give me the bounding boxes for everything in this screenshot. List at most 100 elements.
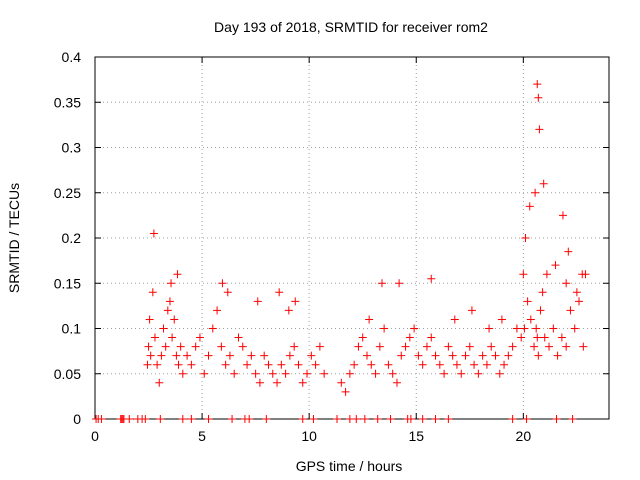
data-point — [450, 315, 459, 324]
x-tick-label: 0 — [91, 428, 99, 444]
data-point — [508, 415, 517, 423]
data-point — [557, 333, 566, 342]
data-point — [277, 360, 286, 369]
data-point — [435, 360, 444, 369]
data-point — [562, 279, 571, 288]
data-point — [285, 351, 294, 360]
data-point — [534, 351, 543, 360]
data-point — [260, 351, 269, 360]
data-point — [384, 360, 393, 369]
data-point — [533, 80, 542, 89]
data-point — [178, 369, 187, 378]
data-point — [532, 324, 541, 333]
data-point — [373, 415, 382, 423]
data-point — [146, 351, 155, 360]
data-point — [281, 369, 290, 378]
x-tick-label: 15 — [408, 428, 424, 444]
data-point — [392, 378, 401, 387]
y-tick-label: 0.15 — [54, 275, 81, 291]
data-point — [380, 324, 389, 333]
data-point — [495, 369, 504, 378]
data-point — [581, 270, 590, 279]
data-point — [530, 342, 539, 351]
data-point — [247, 351, 256, 360]
data-point — [303, 369, 312, 378]
data-point — [431, 351, 440, 360]
data-point — [159, 324, 168, 333]
data-point — [264, 360, 273, 369]
data-point — [294, 360, 303, 369]
data-point — [405, 333, 414, 342]
data-point — [238, 342, 247, 351]
data-point — [522, 415, 531, 423]
data-point — [427, 333, 436, 342]
y-tick-label: 0.2 — [62, 230, 82, 246]
y-tick-label: 0 — [73, 411, 81, 427]
data-point — [448, 351, 457, 360]
data-point — [539, 179, 548, 188]
data-point — [418, 360, 427, 369]
data-point — [427, 274, 436, 283]
data-point — [536, 306, 545, 315]
data-point — [570, 324, 579, 333]
data-point — [262, 415, 271, 423]
data-point — [315, 342, 324, 351]
data-point — [562, 342, 571, 351]
data-point — [291, 297, 300, 306]
data-point — [418, 415, 427, 423]
data-point — [234, 333, 243, 342]
data-point — [431, 415, 440, 423]
data-point — [273, 378, 282, 387]
data-point — [465, 342, 474, 351]
data-point — [311, 360, 320, 369]
y-tick-label: 0.05 — [54, 366, 81, 382]
data-point — [395, 279, 404, 288]
data-point — [579, 342, 588, 351]
data-point — [485, 324, 494, 333]
data-point — [170, 315, 179, 324]
data-point — [268, 369, 277, 378]
data-point — [487, 342, 496, 351]
data-point — [157, 351, 166, 360]
data-point — [217, 342, 226, 351]
data-point — [538, 288, 547, 297]
data-point — [540, 333, 549, 342]
data-point — [406, 415, 415, 423]
data-point — [508, 342, 517, 351]
data-point — [156, 415, 165, 423]
data-point — [320, 369, 329, 378]
data-point — [144, 342, 153, 351]
data-point — [388, 369, 397, 378]
data-point — [517, 333, 526, 342]
data-point — [200, 369, 209, 378]
data-point — [474, 369, 483, 378]
data-point — [482, 360, 491, 369]
data-point — [163, 306, 172, 315]
data-point — [223, 288, 232, 297]
data-point — [534, 93, 543, 102]
data-point — [367, 360, 376, 369]
data-point — [525, 202, 534, 211]
x-axis-label: GPS time / hours — [296, 458, 403, 474]
data-point — [150, 333, 159, 342]
data-point — [218, 279, 227, 288]
data-point — [467, 306, 476, 315]
data-point — [531, 188, 540, 197]
data-point — [221, 360, 230, 369]
data-point — [564, 247, 573, 256]
data-point — [176, 342, 185, 351]
data-point — [208, 324, 217, 333]
data-point — [243, 360, 252, 369]
data-point — [345, 369, 354, 378]
data-point — [491, 351, 500, 360]
data-point — [195, 333, 204, 342]
data-point — [275, 288, 284, 297]
data-point — [230, 369, 239, 378]
y-tick-label: 0.1 — [62, 321, 82, 337]
data-point — [452, 360, 461, 369]
data-point — [362, 351, 371, 360]
data-point — [97, 415, 106, 423]
data-point — [225, 351, 234, 360]
data-point — [512, 324, 521, 333]
data-point — [558, 211, 567, 220]
